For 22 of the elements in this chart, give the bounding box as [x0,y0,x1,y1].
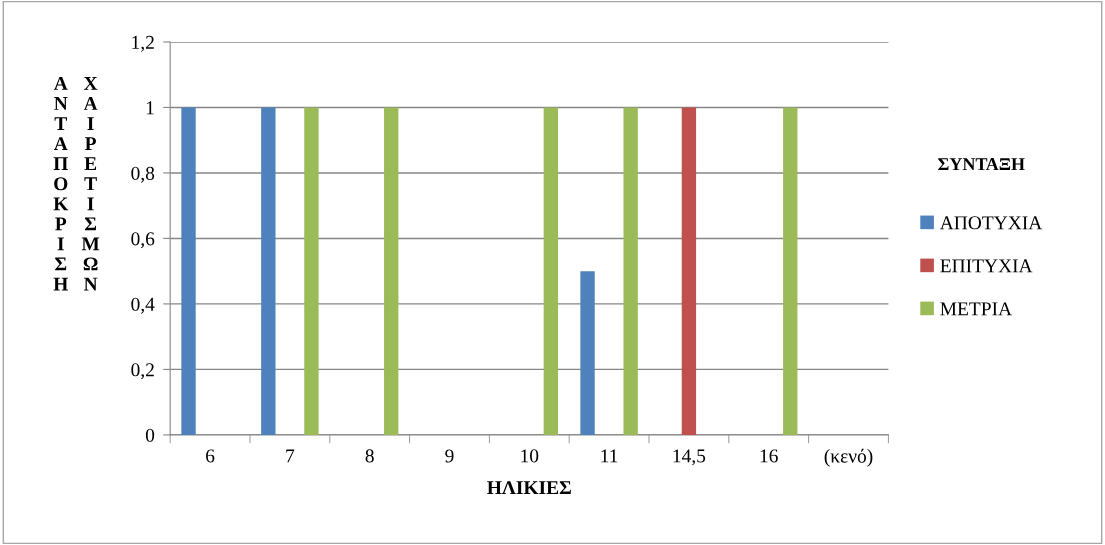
y-tick-label: 0,2 [131,363,154,380]
x-tick-label: 14,5 [673,449,706,466]
legend-label: ΑΠΟΤΥΧΙΑ [939,216,1043,230]
y-tick-label: 0 [145,428,155,442]
legend-label: ΕΠΙΤΥΧΙΑ [940,259,1033,273]
y-tick-label: 0,4 [131,297,155,314]
x-axis-title: ΗΛΙΚΙΕΣ [487,481,571,495]
x-tick-label: (κενό) [824,448,873,467]
x-tick-label: 6 [206,449,215,463]
y-tick-label: 0,6 [131,232,155,249]
y-tick-label: 1 [146,101,154,115]
y-tick-label: 0,8 [131,166,155,183]
x-tick-label: 11 [601,449,618,463]
legend-title: ΣΥΝΤΑΞΗ [938,158,1025,171]
x-tick-label: 9 [445,449,454,463]
text: ΑΝΤΑΠΟΚΡΙΣΗ ΧΑΙΡΕΤΙΣΜΩΝ [53,76,100,291]
x-tick-label: 10 [521,449,539,463]
x-tick-label: 7 [286,449,295,463]
legend-label: ΜΕΤΡΙΑ [940,302,1012,316]
x-tick-label: 16 [760,449,778,463]
x-tick-label: 8 [365,449,374,463]
y-tick-label: 1,2 [132,35,154,52]
